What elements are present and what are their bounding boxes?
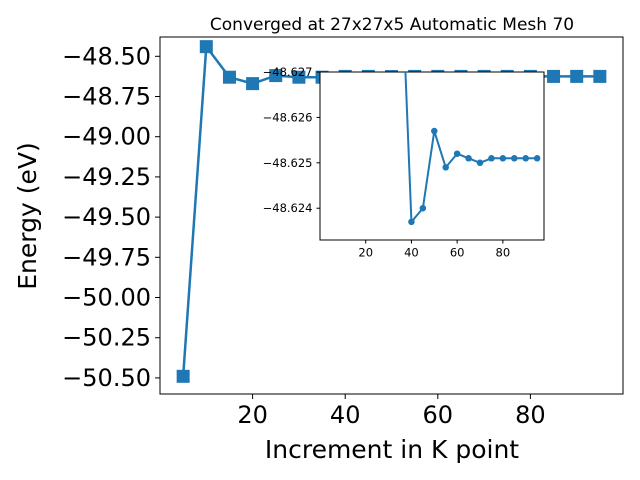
main-data-point (593, 69, 607, 83)
inset-data-point (419, 204, 427, 212)
main-y-tick-label: −48.50 (62, 42, 151, 70)
main-y-tick-label: −49.25 (62, 163, 151, 191)
main-x-tick-label: 40 (330, 401, 361, 429)
main-data-point (292, 70, 306, 84)
x-axis-label: Increment in K point (265, 435, 519, 464)
inset-x-tick-label: 20 (358, 246, 373, 260)
main-y-tick-label: −50.50 (62, 364, 151, 392)
inset-data-point (522, 155, 529, 162)
inset-x-tick-label: 80 (496, 246, 511, 260)
main-x-tick-label: 20 (237, 401, 268, 429)
main-x-tick-label: 80 (515, 401, 546, 429)
main-y-tick-label: −49.50 (62, 203, 151, 231)
main-y-tick-label: −49.75 (62, 243, 151, 271)
inset-data-point (465, 155, 472, 162)
main-data-point (199, 40, 213, 54)
main-y-tick-label: −50.25 (62, 324, 151, 352)
main-data-point (246, 77, 260, 91)
inset-data-point (533, 155, 541, 162)
main-data-point (176, 369, 190, 383)
inset-data-point (488, 155, 495, 162)
inset-data-point (431, 127, 438, 135)
main-y-tick-label: −49.00 (62, 123, 151, 151)
main-x-tick-label: 60 (423, 401, 454, 429)
main-y-tick-label: −50.00 (62, 284, 151, 312)
main-y-tick-label: −48.75 (62, 83, 151, 111)
inset-x-tick-label: 60 (450, 246, 465, 260)
inset-x-tick-label: 40 (404, 246, 419, 260)
inset-data-point (499, 155, 507, 162)
inset-data-point (453, 150, 461, 157)
inset-y-tick-label: −48.625 (263, 156, 313, 170)
inset-frame (319, 71, 545, 241)
chart-title: Converged at 27x27x5 Automatic Mesh 70 (210, 15, 574, 35)
inset-data-point (476, 159, 484, 167)
main-data-point (269, 69, 283, 83)
main-data-point (547, 69, 561, 83)
inset-series (404, 72, 541, 226)
inset-y-tick-label: −48.624 (263, 201, 313, 215)
inset-data-point (511, 155, 518, 162)
main-data-point (222, 70, 236, 84)
main-data-point (570, 69, 584, 83)
inset-plot: 20 40 60 80 −48.627 −48.626 −48.625 −48.624 (263, 65, 545, 260)
inset-data-point (408, 218, 415, 226)
inset-data-point (442, 164, 449, 171)
y-axis-label: Energy (eV) (13, 142, 42, 289)
inset-y-tick-label: −48.626 (263, 110, 313, 124)
inset-y-tick-label: −48.627 (263, 65, 313, 79)
